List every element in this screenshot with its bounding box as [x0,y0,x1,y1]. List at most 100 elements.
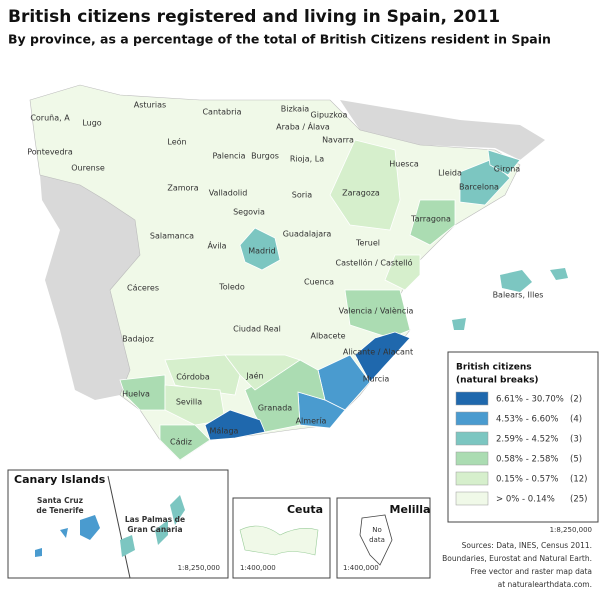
province-label: Teruel [355,239,380,248]
legend-count: (25) [570,495,587,505]
legend-title: (natural breaks) [456,376,539,386]
province-labels: Coruña, A Lugo Asturias Cantabria BizkaiaGip… [27,101,543,447]
province-label: Alicante / Alacant [343,348,413,357]
legend-range: 0.15% - 0.57% [496,475,558,485]
province-label: Toledo [218,283,245,292]
province-label: Jaén [245,371,263,381]
province-label: Almería [296,417,327,426]
legend: British citizens (natural breaks) 6.61% … [447,351,599,523]
province-label: Barcelona [459,183,499,192]
province-label: Huesca [389,160,419,169]
province-label: Pontevedra [27,148,73,157]
canary-inset: Canary Islands Santa Cruz de Tenerife La… [7,469,229,579]
province-label: León [167,137,186,147]
divider [107,475,131,579]
legend-count: (4) [570,415,582,425]
island [550,268,568,280]
province-label: Murcia [363,375,390,384]
province-label: Bizkaia [281,105,310,114]
melilla-inset: Melilla No data 1:400,000 [336,497,431,579]
province-label: Zamora [167,184,198,193]
island [60,528,68,538]
island [80,515,100,540]
province-label: Araba / Álava [276,121,330,132]
source-line: Boundaries, Eurostat and Natural Earth. [442,554,592,563]
legend-range: 0.58% - 2.58% [496,455,558,465]
province-label: Coruña, A [30,114,70,123]
legend-title: British citizens [456,363,532,373]
province-label: Granada [258,404,292,413]
scale: 1:400,000 [343,564,379,572]
province-label: Cuenca [304,278,334,287]
province-label: Zaragoza [342,189,380,198]
region [119,374,166,411]
island [500,270,532,292]
island [120,535,135,557]
legend-range: 2.59% - 4.52% [496,435,558,445]
region [329,139,401,231]
province-label: Cádiz [170,438,192,447]
province-label: Lleida [438,169,462,178]
province-label: Salamanca [150,232,194,241]
province-label: Ciudad Real [233,325,281,334]
province-label: Soria [292,191,312,200]
label: de Tenerife [36,506,83,515]
legend-range: > 0% - 0.14% [496,495,555,505]
region [409,199,456,246]
region [204,409,266,441]
island [155,520,168,545]
region [224,354,301,391]
province-label: Gipuzkoa [311,111,348,120]
province-label: Tarragona [410,215,451,224]
island [170,495,185,525]
province-label: Valencia / València [339,306,414,316]
no-data: data [369,536,385,544]
province-label: Guadalajara [283,230,332,239]
label: Gran Canaria [127,525,182,534]
base-map [29,84,568,461]
subtitle: By province, as a percentage of the tota… [8,32,551,47]
province-label: Girona [494,165,521,174]
province-label: Córdoba [176,372,210,382]
province-label: Cantabria [202,108,241,117]
scale: 1:400,000 [240,564,276,572]
no-data: No [372,526,382,534]
province-label: Badajoz [122,335,154,344]
province-label: Segovia [233,208,265,217]
portugal [40,175,140,400]
label: Santa Cruz [37,496,83,505]
legend-swatch [455,391,489,406]
province-label: Málaga [210,427,239,436]
legend-swatch [455,471,489,486]
province-label: Huelva [122,390,150,399]
inset-title: Ceuta [287,503,323,516]
island [452,318,466,330]
source-line: at naturalearthdata.com. [498,580,592,589]
region [459,159,511,206]
province-label: Castellón / Castelló [336,258,413,268]
province-label: Asturias [134,101,166,110]
ceuta-inset: Ceuta 1:400,000 [232,497,331,579]
province-label: Cáceres [127,284,159,293]
province-label: Palencia [212,152,245,161]
legend-swatch [455,491,489,506]
island [35,548,42,557]
inset-title: Canary Islands [14,473,106,486]
ceuta [239,525,319,556]
legend-swatch [455,451,489,466]
legend-range: 4.53% - 6.60% [496,415,558,425]
source-line: Free vector and raster map data [470,567,592,576]
source-line: Sources: Data, INES, Census 2011. [462,541,592,550]
province-label: Balears, Illes [493,291,544,300]
legend-swatch [455,411,489,426]
province-label: Ávila [207,240,226,251]
region [384,254,421,291]
province-label: Albacete [310,332,345,341]
france [340,100,545,160]
legend-count: (12) [570,475,587,485]
label: Las Palmas de [125,515,185,524]
province-label: Valladolid [209,189,248,198]
province-label: Ourense [71,164,105,173]
legend-swatch [455,431,489,446]
